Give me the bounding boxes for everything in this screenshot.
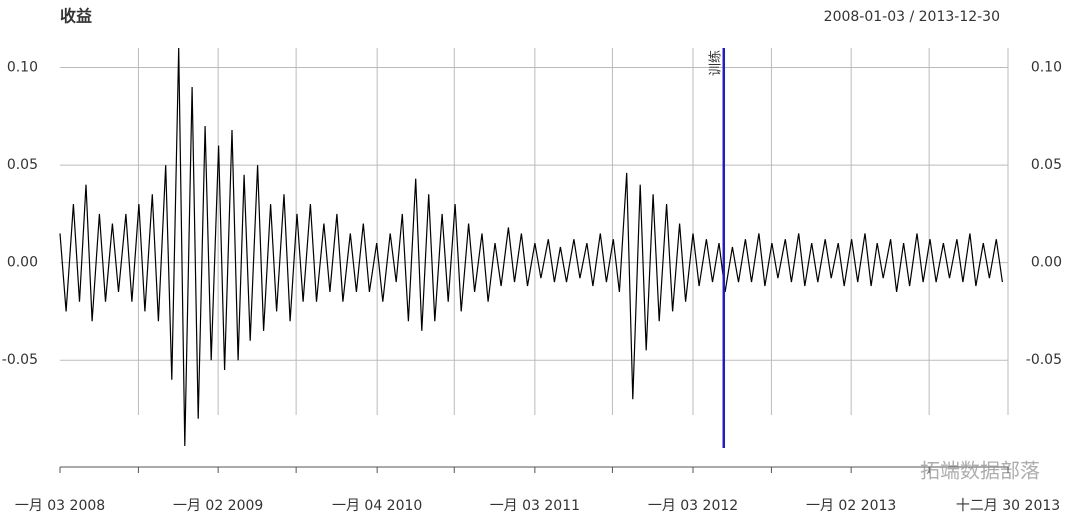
- watermark: 拓端数据部落: [920, 459, 1040, 483]
- annotation-label: 训练: [708, 50, 723, 76]
- y-tick-label: -0.05: [2, 352, 38, 368]
- y-tick-label: 0.05: [7, 157, 38, 173]
- x-tick-label: 一月 02 2013: [806, 498, 896, 514]
- y-tick-label-right: 0.05: [1031, 157, 1062, 173]
- x-tick-label: 一月 04 2010: [332, 498, 422, 514]
- x-tick-label: 一月 03 2011: [490, 498, 580, 514]
- x-tick-label: 十二月 30 2013: [956, 498, 1060, 514]
- y-tick-label-right: 0.10: [1031, 60, 1062, 76]
- y-tick-label-right: 0.00: [1031, 255, 1062, 271]
- chart-title: 收益: [60, 7, 92, 26]
- y-tick-label-right: -0.05: [1026, 352, 1062, 368]
- y-tick-label: 0.00: [7, 255, 38, 271]
- date-range: 2008-01-03 / 2013-12-30: [824, 9, 1000, 25]
- x-tick-label: 一月 03 2008: [15, 498, 105, 514]
- y-tick-label: 0.10: [7, 60, 38, 76]
- x-tick-label: 一月 02 2009: [173, 498, 263, 514]
- x-tick-label: 一月 03 2012: [648, 498, 738, 514]
- series-line: [59, 47, 1003, 447]
